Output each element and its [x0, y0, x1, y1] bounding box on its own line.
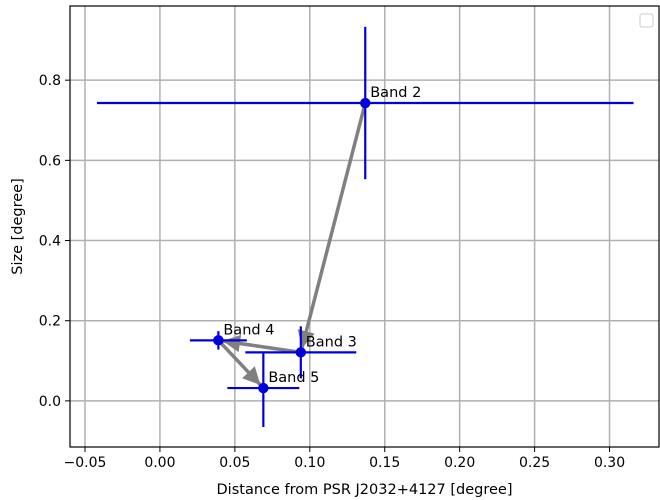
- point-label: Band 5: [268, 370, 319, 386]
- x-tick-label: 0.05: [219, 455, 250, 471]
- y-tick-label: 0.8: [39, 73, 61, 89]
- point-label: Band 3: [306, 334, 357, 350]
- data-point: [213, 335, 224, 346]
- trajectory-path: [216, 101, 367, 386]
- data-points: [213, 97, 371, 394]
- y-axis-label: Size [degree]: [10, 178, 26, 275]
- y-axis-ticks: 0.0 0.2 0.4 0.6 0.8: [39, 73, 70, 410]
- path-segment: [222, 334, 303, 355]
- data-point: [258, 382, 269, 394]
- y-tick-label: 0.4: [39, 234, 61, 250]
- x-axis-label: Distance from PSR J2032+4127 [degree]: [217, 482, 513, 498]
- x-axis-ticks: −0.05 0.00 0.05 0.10 0.15 0.20 0.25 0.30: [64, 447, 625, 471]
- x-tick-label: 0.10: [294, 455, 325, 471]
- path-segment: [297, 101, 367, 349]
- point-label: Band 4: [223, 322, 274, 338]
- point-labels: Band 2 Band 3 Band 4 Band 5: [223, 85, 421, 386]
- path-segment: [216, 338, 261, 386]
- x-tick-label: −0.05: [64, 455, 107, 471]
- y-tick-label: 0.6: [39, 153, 61, 169]
- data-point: [360, 97, 371, 109]
- plot-frame: [69, 5, 660, 448]
- x-tick-label: 0.00: [144, 455, 175, 471]
- y-tick-label: 0.2: [39, 314, 61, 330]
- y-tick-label: 0.0: [39, 394, 61, 410]
- x-tick-label: 0.20: [444, 455, 475, 471]
- x-tick-label: 0.25: [519, 455, 550, 471]
- data-point: [295, 347, 307, 358]
- legend-box: [639, 13, 654, 28]
- x-tick-label: 0.30: [594, 455, 625, 471]
- point-label: Band 2: [370, 85, 421, 101]
- error-bars: [96, 26, 634, 427]
- x-tick-label: 0.15: [369, 455, 400, 471]
